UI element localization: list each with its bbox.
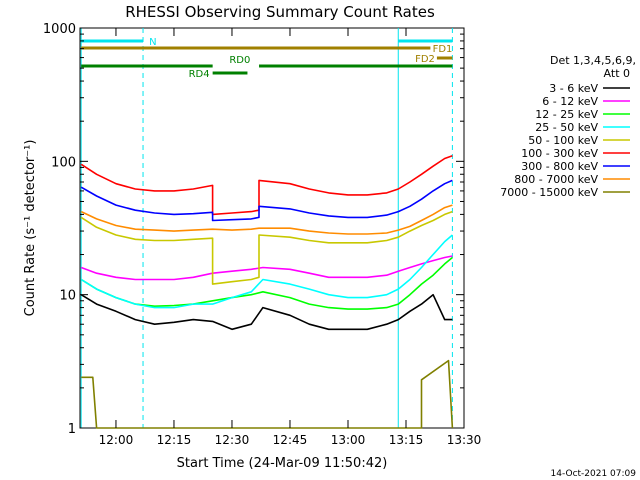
series-line-4 (80, 210, 453, 285)
x-axis-label: Start Time (24-Mar-09 11:50:42) (177, 456, 388, 471)
annotation-label-fd2: FD2 (415, 54, 435, 65)
legend-label-5: 100 - 300 keV (521, 147, 598, 160)
x-tick-label-1: 12:15 (157, 433, 192, 447)
y-tick-label-2: 100 (51, 155, 76, 170)
chart-title: RHESSI Observing Summary Count Rates (125, 3, 435, 21)
y-tick-label-1: 10 (59, 289, 76, 304)
x-tick-label-2: 12:30 (215, 433, 250, 447)
x-tick-label-6: 13:30 (447, 433, 482, 447)
series-line-6 (80, 179, 453, 222)
axes: 12:00 12:15 12:30 12:45 13:00 13:15 13:30 1 10 10… (43, 22, 481, 447)
series-lines (80, 155, 454, 429)
detector-info-line2: Att 0 (604, 67, 630, 80)
annotation-label-rd4: RD4 (189, 69, 210, 80)
series-line-1 (80, 255, 453, 281)
legend-label-2: 12 - 25 keV (535, 108, 598, 121)
series-line-2 (80, 256, 453, 310)
x-tick-label-3: 12:45 (273, 433, 308, 447)
x-tick-label-5: 13:15 (389, 433, 424, 447)
legend-label-0: 3 - 6 keV (549, 82, 598, 95)
annotation-label-rd0: RD0 (229, 55, 250, 66)
legend-label-8: 7000 - 15000 keV (500, 186, 598, 199)
y-axis-label: Count Rate (s⁻¹ detector⁻¹) (23, 140, 38, 317)
series-line-0 (80, 293, 453, 331)
legend-label-3: 25 - 50 keV (535, 121, 598, 134)
footer-date: 14-Oct-2021 07:09 (551, 469, 637, 479)
series-line-3 (80, 234, 453, 309)
y-tick-label-0: 1 (68, 422, 76, 437)
legend-label-4: 50 - 100 keV (528, 134, 598, 147)
legend-label-7: 800 - 7000 keV (514, 173, 598, 186)
series-line-8 (81, 359, 454, 429)
series-line-7 (80, 204, 453, 235)
x-tick-label-4: 13:00 (331, 433, 366, 447)
y-tick-label-3: 1000 (43, 22, 76, 37)
legend-label-6: 300 - 800 keV (521, 160, 598, 173)
annotation-label-fd1: FD1 (433, 44, 453, 55)
series-line-5 (80, 155, 453, 216)
annotation-label-n: N (149, 37, 156, 48)
x-tick-label-0: 12:00 (99, 433, 134, 447)
detector-info-line1: Det 1,3,4,5,6,9, (550, 54, 636, 67)
legend-label-1: 6 - 12 keV (542, 95, 598, 108)
